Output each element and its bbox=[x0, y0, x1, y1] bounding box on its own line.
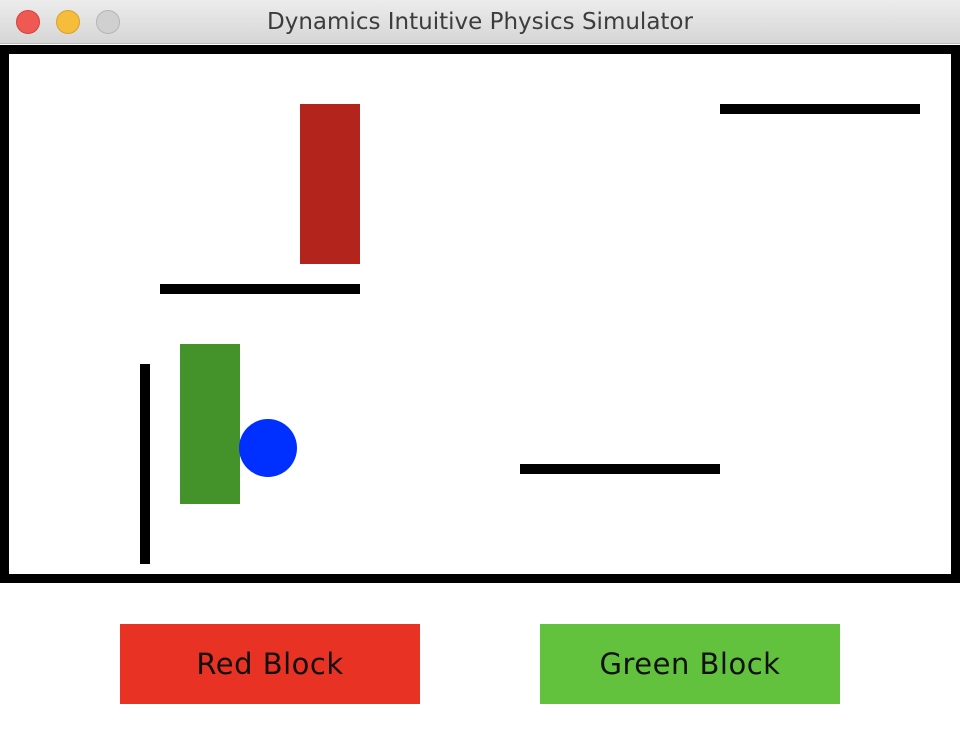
blue-ball[interactable] bbox=[239, 419, 297, 477]
platform-bottom-middle bbox=[520, 464, 720, 474]
zoom-window-button[interactable] bbox=[96, 10, 120, 34]
minimize-window-button[interactable] bbox=[56, 10, 80, 34]
simulation-area bbox=[9, 54, 951, 574]
green-block[interactable] bbox=[180, 344, 240, 504]
red-block[interactable] bbox=[300, 104, 360, 264]
vertical-wall-left bbox=[140, 364, 150, 564]
window-title: Dynamics Intuitive Physics Simulator bbox=[267, 9, 693, 35]
red-block-button[interactable]: Red Block bbox=[120, 624, 420, 704]
platform-top-right bbox=[720, 104, 920, 114]
title-bar: Dynamics Intuitive Physics Simulator bbox=[0, 0, 960, 44]
green-block-button[interactable]: Green Block bbox=[540, 624, 840, 704]
simulation-canvas[interactable] bbox=[0, 45, 960, 583]
platform-under-red-block bbox=[160, 284, 360, 294]
close-window-button[interactable] bbox=[16, 10, 40, 34]
green-block-button-label: Green Block bbox=[599, 647, 781, 681]
red-block-button-label: Red Block bbox=[196, 647, 344, 681]
